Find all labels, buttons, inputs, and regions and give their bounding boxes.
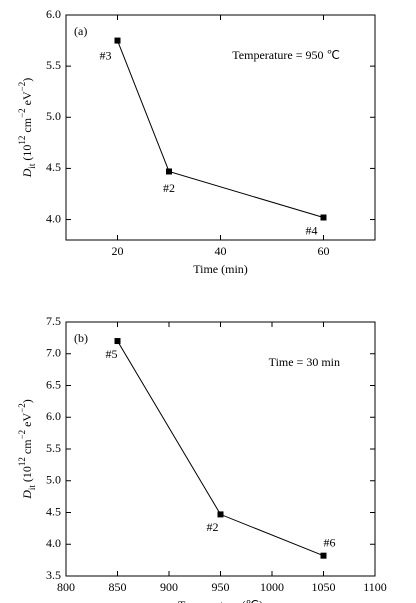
y-tick-label: 5.5 <box>46 441 61 455</box>
x-tick-label: 850 <box>109 580 127 594</box>
panel-label: (b) <box>74 331 88 345</box>
annotation: Time = 30 min <box>269 355 340 369</box>
y-axis-label-part: −2 <box>17 82 27 92</box>
data-point <box>114 338 121 345</box>
y-tick-label: 6.5 <box>46 377 61 391</box>
y-tick-label: 7.5 <box>46 314 61 328</box>
point-label: #3 <box>100 48 112 62</box>
y-axis-label-part: eV <box>20 412 34 429</box>
y-axis-label-part: it <box>27 485 37 491</box>
x-tick-label: 950 <box>212 580 230 594</box>
y-tick-label: 4.5 <box>46 504 61 518</box>
y-axis-label: Dit (1012 cm−2 eV−2) <box>17 399 37 500</box>
point-label: #2 <box>207 520 219 534</box>
data-point <box>320 214 327 221</box>
y-tick-label: 6.0 <box>46 409 61 423</box>
x-tick-label: 1000 <box>260 580 284 594</box>
x-tick-label: 20 <box>112 244 124 258</box>
y-axis-label: Dit (1012 cm−2 eV−2) <box>17 78 37 179</box>
y-axis-label-part: eV <box>20 91 34 108</box>
y-tick-label: 5.5 <box>46 58 61 72</box>
data-point <box>166 168 172 175</box>
x-tick-label: 1100 <box>363 580 387 594</box>
x-tick-label: 40 <box>215 244 227 258</box>
annotation: Temperature = 950 ℃ <box>232 48 340 62</box>
y-axis-label-part: 12 <box>17 457 27 466</box>
point-label: #4 <box>306 223 318 237</box>
y-tick-label: 3.5 <box>46 568 61 582</box>
y-axis-label-part: −2 <box>17 403 27 413</box>
y-axis-label-part: cm <box>20 439 34 457</box>
y-axis-label-part: ) <box>20 78 34 82</box>
y-axis-label-part: −2 <box>17 108 27 118</box>
y-axis-label-part: (10 <box>20 145 34 164</box>
y-tick-label: 6.0 <box>46 7 61 21</box>
x-axis-label: Time (min) <box>193 262 248 276</box>
y-tick-label: 4.5 <box>46 160 61 174</box>
data-point <box>217 511 224 518</box>
y-tick-label: 4.0 <box>46 211 61 225</box>
y-axis-label-part: −2 <box>17 430 27 440</box>
y-axis-label-part: D <box>20 168 34 178</box>
x-tick-label: 900 <box>160 580 178 594</box>
y-tick-label: 7.0 <box>46 346 61 360</box>
y-axis-label-part: (10 <box>20 466 34 485</box>
x-tick-label: 1050 <box>312 580 336 594</box>
data-line <box>117 340 324 557</box>
y-tick-label: 5.0 <box>46 473 61 487</box>
data-line <box>117 40 324 218</box>
panel-label: (a) <box>74 24 87 38</box>
point-label: #6 <box>324 535 336 549</box>
x-tick-label: 60 <box>318 244 330 258</box>
y-axis-label-part: D <box>20 490 34 500</box>
data-point <box>114 37 121 44</box>
y-axis-label-part: cm <box>20 117 34 135</box>
x-axis-label: Temperature (℃) <box>178 598 263 603</box>
data-point <box>320 552 327 559</box>
x-tick-label: 800 <box>57 580 75 594</box>
point-label: #5 <box>106 347 118 361</box>
y-tick-label: 4.0 <box>46 536 61 550</box>
y-axis-label-part: it <box>27 163 37 169</box>
point-label: #2 <box>163 181 175 195</box>
y-axis-label-part: ) <box>20 399 34 403</box>
y-tick-label: 5.0 <box>46 109 61 123</box>
y-axis-label-part: 12 <box>17 136 27 145</box>
